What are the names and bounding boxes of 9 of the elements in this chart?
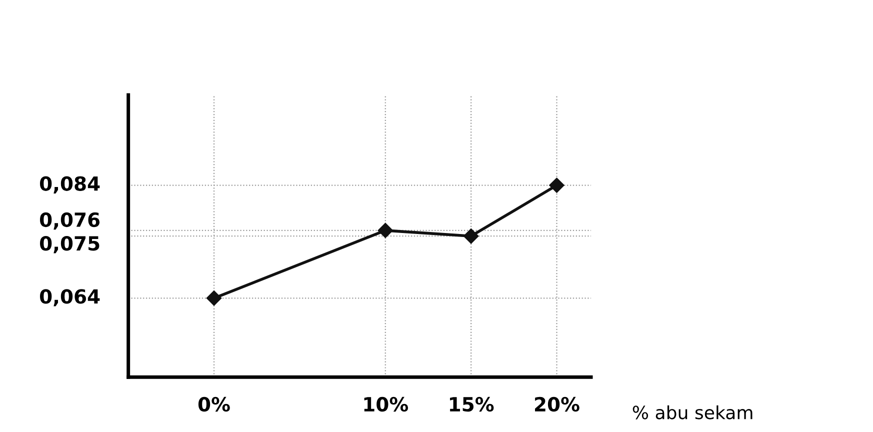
x-tick-label: 0%	[198, 396, 230, 412]
x-axis-title: % abu sekam	[632, 405, 752, 420]
x-tick-label: 20%	[535, 396, 580, 412]
y-tick-label: 0,084	[40, 176, 100, 194]
x-tick-label: 15%	[450, 396, 494, 412]
y-tick-label: 0,064	[40, 289, 100, 306]
y-tick-label: 0,075	[40, 236, 100, 254]
y-tick-label: 0,076	[40, 212, 100, 230]
x-tick-label: 10%	[364, 396, 408, 412]
